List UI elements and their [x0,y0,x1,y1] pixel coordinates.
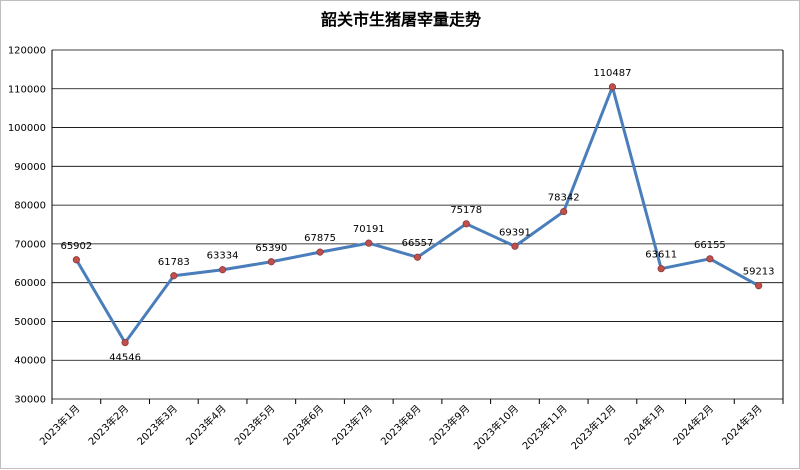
y-tick-label: 50000 [14,317,46,328]
data-point [511,242,519,250]
data-label: 69391 [499,227,531,238]
y-tick-label: 90000 [14,162,46,173]
x-tick-label: 2024年3月 [719,402,765,448]
data-point [413,253,422,261]
x-tick-label: 2023年5月 [232,402,278,448]
x-tick-label: 2024年2月 [670,402,716,448]
data-point [755,282,763,290]
y-tick-label: 40000 [14,356,46,367]
data-label: 63611 [645,250,677,261]
data-point [462,220,470,228]
y-tick-label: 30000 [14,395,46,406]
data-label: 70191 [353,224,385,235]
y-tick-label: 70000 [14,239,46,250]
x-tick-label: 2024年1月 [621,402,667,448]
data-labels: 65902 44546 61783 63334 65390 67875 70191 66557… [60,68,774,364]
data-point [706,255,714,263]
data-label: 65902 [60,241,92,252]
data-label: 78342 [548,193,580,204]
x-tick-label: 2023年10月 [471,402,521,452]
y-tick-label: 60000 [14,278,46,289]
data-point [365,239,373,247]
data-label: 65390 [255,243,287,254]
data-label: 59213 [743,267,775,278]
x-axis-ticks: 2023年1月 2023年2月 2023年3月 2023年4月 2023年5月 2023年… [37,399,784,452]
data-point [608,83,617,91]
x-tick-label: 2023年7月 [329,402,375,448]
x-tick-label: 2023年1月 [37,402,83,448]
data-label: 44546 [109,353,141,364]
series-line [75,85,760,345]
data-label: 63334 [207,251,239,262]
x-tick-label: 2023年6月 [280,402,326,448]
y-tick-label: 120000 [8,46,46,57]
data-label: 61783 [158,257,190,268]
chart-title: 韶关市生猪屠宰量走势 [321,10,481,29]
data-label: 66557 [402,238,434,249]
series [72,83,763,347]
data-label: 110487 [593,68,631,79]
data-point [560,207,568,216]
data-point [72,256,80,264]
x-tick-label: 2023年2月 [85,402,131,448]
x-tick-label: 2023年12月 [568,402,618,452]
x-tick-label: 2023年4月 [183,402,229,448]
y-tick-label: 110000 [8,84,46,95]
y-tick-label: 100000 [8,123,46,134]
x-tick-label: 2023年11月 [519,402,569,452]
data-point [267,258,275,266]
data-point [170,272,178,280]
data-point [218,266,227,274]
x-tick-label: 2023年3月 [134,402,180,448]
data-label: 66155 [694,240,726,251]
data-label: 75178 [450,205,482,216]
y-tick-label: 80000 [14,201,46,212]
y-axis-ticks: 30000 40000 50000 60000 70000 80000 90000 10000… [8,46,46,406]
data-point [121,338,129,347]
data-label: 67875 [304,233,336,244]
data-point [316,248,324,256]
x-tick-label: 2023年9月 [427,402,473,448]
data-point [657,265,665,273]
x-tick-label: 2023年8月 [378,402,424,448]
gridlines [51,49,784,400]
